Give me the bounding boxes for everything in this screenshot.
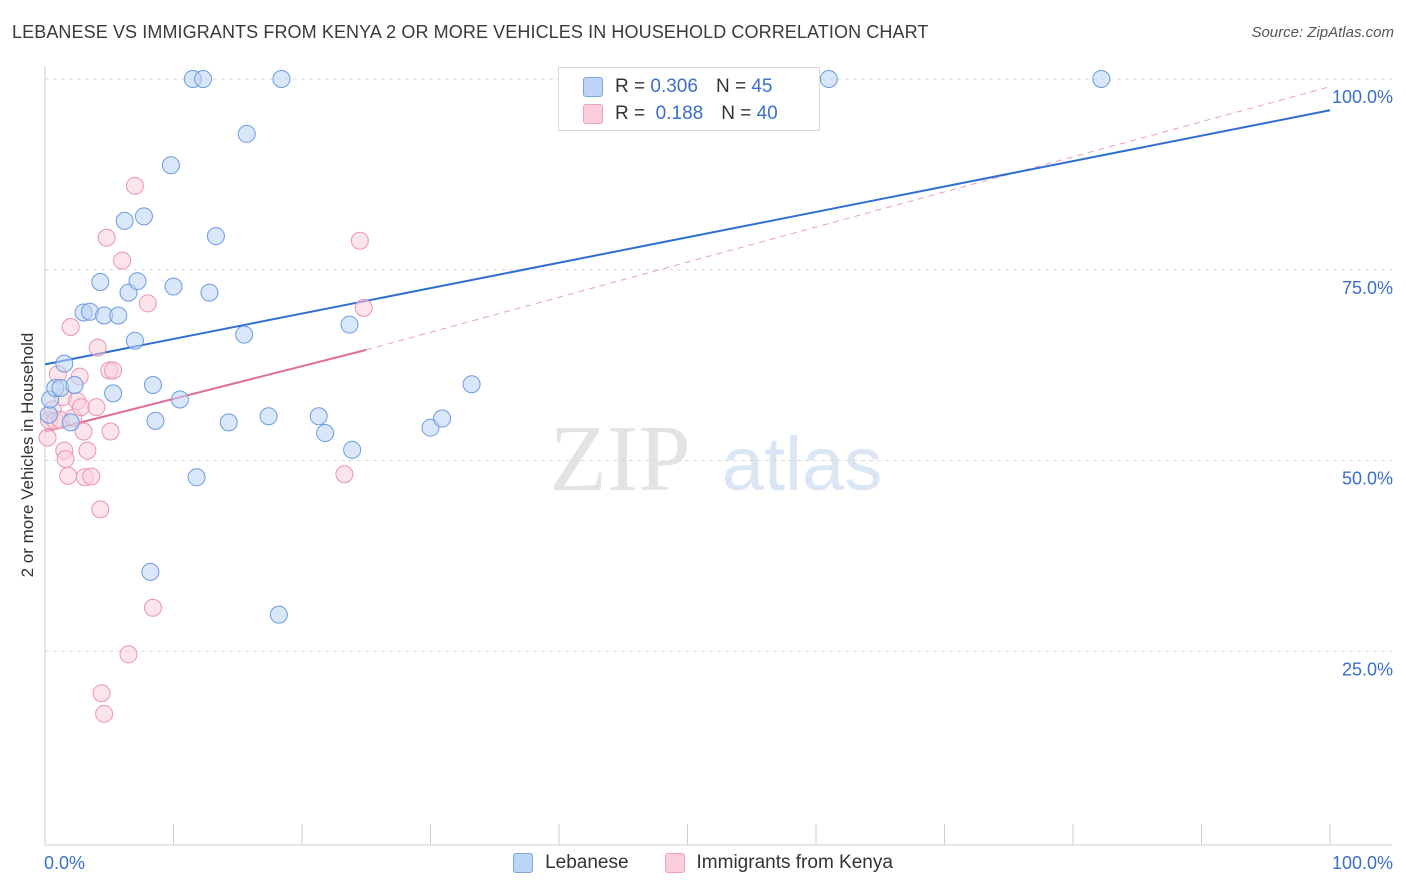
kenya-point[interactable] [101,422,120,441]
lebanese-point[interactable] [55,354,74,373]
lebanese-point[interactable] [104,384,123,403]
series-label-kenya: Immigrants from Kenya [696,852,893,873]
kenya-point[interactable] [71,398,90,417]
lebanese-point[interactable] [161,156,180,175]
kenya-point[interactable] [87,398,106,417]
watermark-atlas: atlas [722,422,883,507]
y-tick-label: 50.0% [1342,469,1393,489]
kenya-point[interactable] [335,465,354,484]
lebanese-point[interactable] [187,468,206,487]
lebanese-point[interactable] [146,411,165,430]
legend-r-value: 0.306 [650,76,698,97]
series-label-lebanese: Lebanese [545,852,629,873]
lebanese-point[interactable] [309,407,328,426]
legend-row-lebanese: R = 0.306 N = 45 [583,74,772,100]
legend-r-label: R = [615,103,646,124]
lebanese-point[interactable] [39,405,58,424]
chart-title: LEBANESE VS IMMIGRANTS FROM KENYA 2 OR M… [12,22,929,42]
series-swatch-lebanese [513,853,534,873]
kenya-point[interactable] [56,449,75,468]
source-label: Source: ZipAtlas.com [1251,24,1394,41]
legend-swatch-lebanese [583,77,603,97]
kenya-point[interactable] [88,338,107,357]
series-swatch-kenya [664,853,685,873]
lebanese-point[interactable] [143,375,162,394]
x-tick-label: 100.0% [1332,853,1393,873]
legend-r-label: R = [615,76,646,97]
lebanese-point[interactable] [115,211,134,230]
series-legend: Lebanese Immigrants from Kenya [0,852,1406,874]
lebanese-point[interactable] [1092,70,1111,88]
kenya-point[interactable] [91,500,110,519]
lebanese-point[interactable] [340,315,359,334]
lebanese-point[interactable] [269,605,288,624]
lebanese-point[interactable] [125,331,144,350]
lebanese-point[interactable] [141,562,160,581]
kenya-point[interactable] [113,251,132,270]
kenya-point[interactable] [92,684,111,703]
lebanese-point[interactable] [343,440,362,459]
legend-row-kenya: R = 0.188 N = 40 [583,101,778,127]
lebanese-point[interactable] [61,413,80,432]
lebanese-point[interactable] [219,413,238,432]
y-tick-label: 25.0% [1342,659,1393,679]
kenya-point[interactable] [97,228,116,247]
lebanese-point[interactable] [164,277,183,296]
lebanese-point[interactable] [170,390,189,409]
kenya-point[interactable] [138,294,157,313]
kenya-point[interactable] [74,422,93,441]
kenya-trend-line [44,348,367,433]
series-legend-kenya[interactable]: Immigrants from Kenya [664,852,893,874]
lebanese-point[interactable] [206,227,225,246]
kenya-point[interactable] [82,467,101,486]
lebanese-trend-line [44,109,1331,366]
lebanese-point[interactable] [128,272,147,291]
legend-n-value: 40 [756,103,778,124]
kenya-point[interactable] [59,466,78,485]
lebanese-point[interactable] [819,70,838,88]
lebanese-point[interactable] [272,70,291,88]
kenya-point[interactable] [125,176,144,195]
lebanese-point[interactable] [237,124,256,143]
legend-n-label: N = [721,103,752,124]
lebanese-point[interactable] [433,409,452,428]
legend-n-label: N = [715,76,747,97]
lebanese-point[interactable] [134,207,153,226]
lebanese-point[interactable] [194,70,213,88]
kenya-trend-extension [366,86,1331,351]
x-tick-label: 0.0% [44,853,85,873]
legend-swatch-kenya [583,104,603,124]
watermark-zip: ZIP [550,407,691,511]
kenya-point[interactable] [104,361,123,380]
kenya-point[interactable] [354,298,373,317]
lebanese-point[interactable] [316,424,335,443]
correlation-legend: R = 0.306 N = 45 R = 0.188 N = 40 [558,67,820,131]
lebanese-point[interactable] [200,283,219,302]
y-tick-label: 100.0% [1332,87,1393,107]
kenya-point[interactable] [143,598,162,617]
lebanese-point[interactable] [91,272,110,291]
series-legend-lebanese[interactable]: Lebanese [513,852,629,874]
kenya-point[interactable] [119,645,138,664]
legend-r-value: 0.188 [655,103,704,124]
kenya-point[interactable] [78,441,97,460]
lebanese-point[interactable] [235,325,254,344]
lebanese-point[interactable] [462,375,481,394]
lebanese-point[interactable] [65,375,84,394]
kenya-point[interactable] [95,704,114,723]
lebanese-point[interactable] [259,407,278,426]
kenya-point[interactable] [61,317,80,336]
kenya-point[interactable] [350,231,369,250]
kenya-point[interactable] [38,428,57,447]
y-tick-label: 75.0% [1342,278,1393,298]
lebanese-point[interactable] [109,306,128,325]
legend-n-value: 45 [751,76,773,97]
